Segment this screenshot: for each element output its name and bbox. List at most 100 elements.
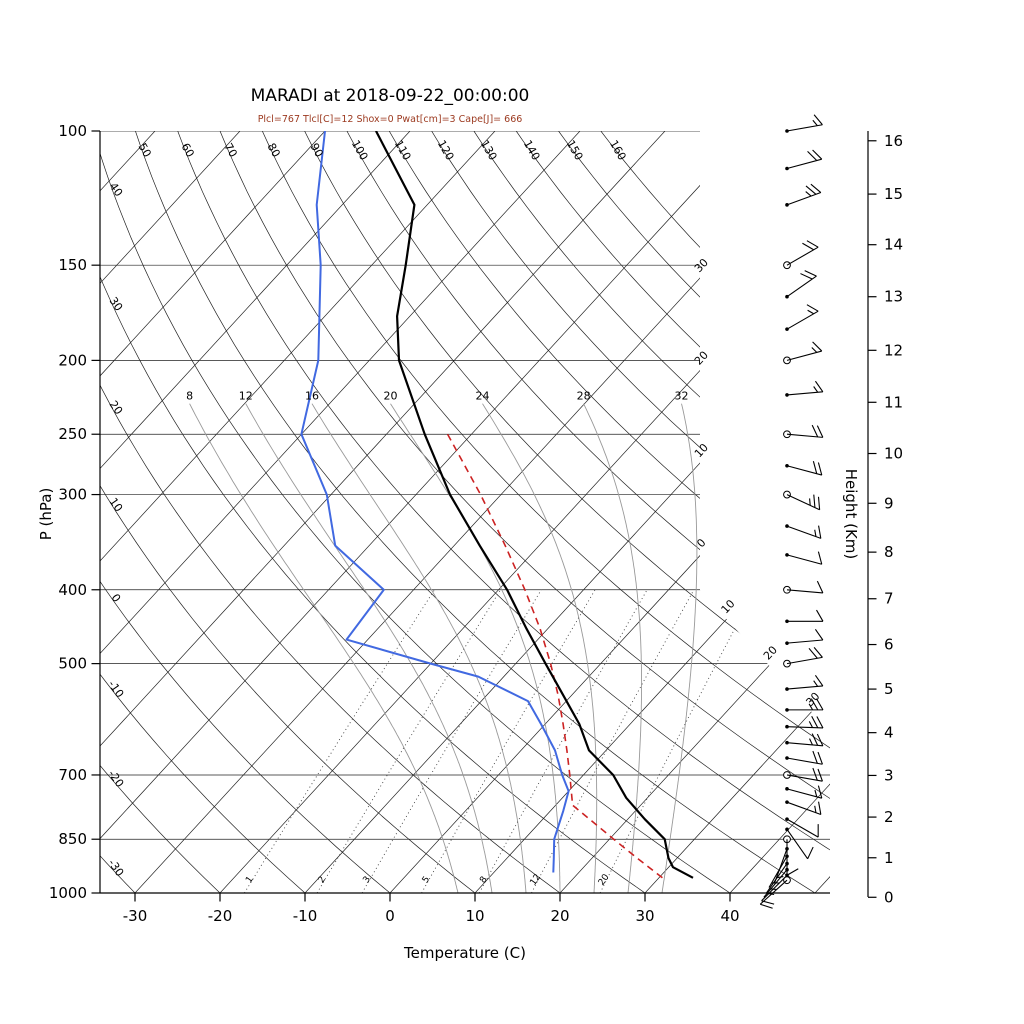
- barb-full: [811, 733, 819, 746]
- barb-full: [812, 767, 818, 781]
- barb-shaft: [786, 589, 823, 594]
- wind-barb: [785, 800, 822, 816]
- height-tick-label: 1: [884, 849, 894, 867]
- barb-full: [816, 580, 824, 594]
- isotherm-edge-label: 20: [692, 349, 711, 368]
- wind-barb: [785, 750, 823, 765]
- pressure-tick-label: 250: [58, 425, 87, 443]
- height-tick-label: 5: [884, 680, 894, 698]
- barb-half: [805, 191, 812, 197]
- wind-barb: [783, 580, 824, 594]
- barb-shaft: [786, 275, 817, 298]
- barb-half: [813, 680, 819, 687]
- barb-full: [817, 462, 823, 476]
- isotherm-edge-label: 10: [719, 597, 738, 616]
- barb-shaft: [786, 192, 822, 206]
- dry-adiabat-top-label: 140: [521, 138, 543, 163]
- dry-adiabat-top-label: 90: [308, 141, 326, 160]
- barb-full: [812, 149, 823, 160]
- moist-adiabat-line: [390, 403, 561, 893]
- barb-full: [814, 380, 824, 393]
- isotherm-edge-label: 10: [692, 441, 711, 460]
- dewpoint-curve: [300, 131, 570, 873]
- wind-barb: [783, 767, 823, 782]
- mixing-ratio-line: [244, 589, 435, 893]
- barb-full: [816, 609, 824, 622]
- barb-half: [814, 789, 818, 797]
- barb-full: [816, 698, 824, 711]
- barb-shaft: [786, 742, 823, 747]
- isotherm-line: [134, 131, 830, 893]
- barb-full: [812, 341, 823, 352]
- barb-full: [812, 461, 818, 474]
- height-tick-label: 12: [884, 341, 903, 359]
- barb-half: [808, 721, 814, 728]
- barb-full: [813, 647, 823, 658]
- dry-adiabat-top-label: 150: [564, 138, 586, 163]
- moist-adiabat-line: [482, 403, 598, 893]
- barb-full: [786, 868, 799, 876]
- temperature-tick-label: 30: [635, 907, 654, 925]
- height-tick-label: 0: [884, 888, 894, 906]
- barb-full: [807, 150, 818, 161]
- parcel-curve: [446, 433, 663, 879]
- barb-shaft: [765, 863, 788, 894]
- wind-barb: [785, 461, 823, 476]
- wind-barb: [768, 854, 789, 888]
- moist-adiabat-label: 12: [239, 390, 253, 403]
- pressure-gridlines: [100, 131, 830, 893]
- height-tick-label: 13: [884, 288, 903, 306]
- mixing-ratio-line: [361, 589, 542, 893]
- barb-shaft: [786, 801, 822, 816]
- wind-barb: [785, 785, 823, 799]
- wind-barb: [785, 114, 823, 133]
- isotherm-line: [729, 131, 830, 893]
- height-tick-label: 15: [884, 185, 903, 203]
- height-tick-label: 3: [884, 766, 894, 784]
- barb-shaft: [786, 158, 822, 170]
- dry-adiabat-top-label: 110: [392, 138, 414, 163]
- height-axis-title: Height (Km): [842, 468, 860, 560]
- height-tick-label: 4: [884, 724, 894, 742]
- moist-adiabat-label: 16: [305, 390, 319, 403]
- dry-adiabat-line: [177, 131, 830, 893]
- dry-adiabat-line: [431, 131, 830, 893]
- barb-full: [814, 629, 824, 641]
- wind-barb: [785, 716, 824, 729]
- dry-adiabat-line: [558, 131, 830, 893]
- barb-full: [817, 768, 823, 782]
- wind-barb: [785, 149, 823, 171]
- barb-shaft: [786, 494, 820, 511]
- barb-shaft: [786, 774, 823, 782]
- dry-adiabat-left-label: 0: [109, 592, 124, 605]
- mixing-ratio-line: [531, 589, 695, 893]
- wind-barb: [783, 490, 821, 511]
- pressure-tick-label: 1000: [49, 884, 87, 902]
- mixing-ratio-line: [478, 589, 648, 893]
- moist-adiabat-label: 24: [476, 390, 490, 403]
- dry-adiabat-left-label: -20: [105, 768, 126, 790]
- mixing-ratio-lines: [244, 589, 756, 893]
- barb-half: [811, 347, 818, 353]
- chart-parameters-line: Plcl=767 Tlcl[C]=12 Shox=0 Pwat[cm]=3 Ca…: [257, 114, 523, 125]
- barb-full: [816, 425, 824, 438]
- barb-shaft: [786, 685, 823, 690]
- isotherm-line: [100, 131, 326, 893]
- dry-adiabat-line: [219, 131, 830, 893]
- temperature-axis-title: Temperature (C): [404, 944, 526, 962]
- temperature-tick-label: -20: [208, 907, 233, 925]
- pressure-tick-label: 300: [58, 486, 87, 504]
- pressure-tick-label: 150: [58, 256, 87, 274]
- barb-full: [816, 716, 824, 729]
- dry-adiabat-line: [600, 131, 830, 893]
- dry-adiabat-line: [135, 131, 816, 893]
- dry-adiabat-top-label: 100: [349, 138, 371, 163]
- barb-half: [808, 703, 814, 711]
- isotherm-line: [100, 131, 496, 893]
- wind-barb: [785, 629, 824, 645]
- wind-barb: [783, 341, 823, 365]
- mixing-ratio-label: 5: [421, 875, 432, 885]
- dry-adiabat-left-label: 20: [107, 398, 126, 417]
